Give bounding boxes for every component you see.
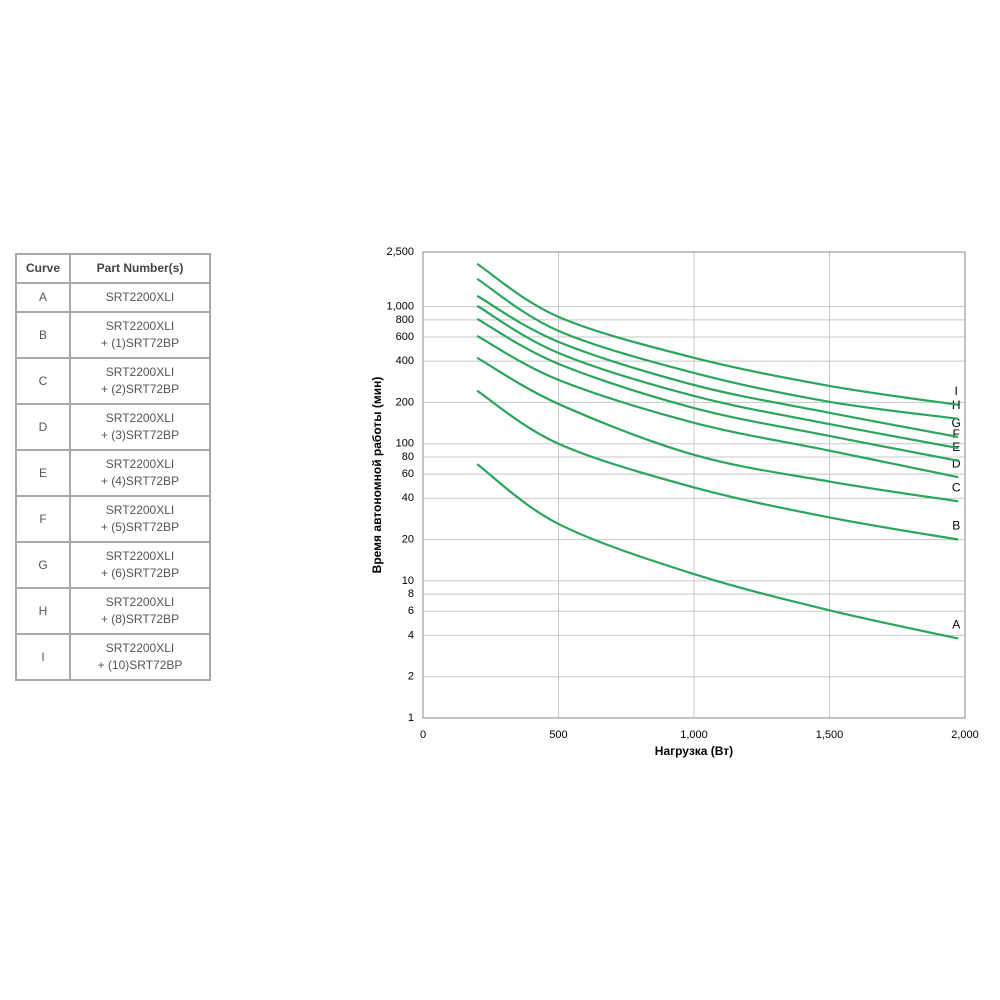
x-tick-label: 0	[420, 729, 426, 741]
y-tick-label: 200	[396, 396, 414, 408]
curve-cell: G	[15, 541, 71, 589]
y-tick-label: 2	[408, 671, 414, 683]
y-tick-label: 1	[408, 712, 414, 724]
table-row: F SRT2200XLI + (5)SRT72BP	[15, 495, 211, 543]
x-tick-label: 500	[549, 729, 567, 741]
part-line: SRT2200XLI	[105, 319, 175, 333]
part-line: SRT2200XLI	[105, 549, 175, 563]
parts-table: Curve Part Number(s) A SRT2200XLI B SRT2200XL…	[15, 253, 211, 681]
curve-label: G	[952, 416, 961, 430]
series-line	[476, 262, 959, 406]
y-tick-label: 400	[396, 355, 414, 367]
part-line: + (3)SRT72BP	[100, 428, 180, 442]
part-line: SRT2200XLI	[105, 365, 175, 379]
part-line: + (8)SRT72BP	[100, 612, 180, 626]
part-line: + (5)SRT72BP	[100, 520, 180, 534]
part-line: + (10)SRT72BP	[97, 658, 183, 672]
curve-cell: I	[15, 633, 71, 681]
table-row: G SRT2200XLI + (6)SRT72BP	[15, 541, 211, 589]
parts-cell: SRT2200XLI + (6)SRT72BP	[69, 541, 211, 589]
y-tick-label: 1,000	[386, 300, 414, 312]
y-tick-label: 600	[396, 331, 414, 343]
table-row: I SRT2200XLI + (10)SRT72BP	[15, 633, 211, 681]
table-row: H SRT2200XLI + (8)SRT72BP	[15, 587, 211, 635]
part-line: + (4)SRT72BP	[100, 474, 180, 488]
part-line: SRT2200XLI	[105, 411, 175, 425]
table-row: C SRT2200XLI + (2)SRT72BP	[15, 357, 211, 405]
parts-cell: SRT2200XLI + (10)SRT72BP	[69, 633, 211, 681]
curve-cell: H	[15, 587, 71, 635]
parts-cell: SRT2200XLI + (1)SRT72BP	[69, 311, 211, 359]
table-row: E SRT2200XLI + (4)SRT72BP	[15, 449, 211, 497]
header-row: Curve Part Number(s)	[15, 253, 211, 284]
x-tick-label: 2,000	[951, 729, 979, 741]
y-tick-label: 8	[408, 588, 414, 600]
plot-frame	[422, 251, 966, 719]
series-line	[476, 356, 959, 503]
curve-label: C	[952, 481, 961, 495]
part-line: + (1)SRT72BP	[100, 336, 180, 350]
part-line: SRT2200XLI	[105, 503, 175, 517]
table-row: B SRT2200XLI + (1)SRT72BP	[15, 311, 211, 359]
y-tick-label: 40	[402, 492, 414, 504]
curve-cell: D	[15, 403, 71, 451]
curve-cell: C	[15, 357, 71, 405]
header-cell: Curve	[15, 253, 71, 284]
y-tick-label: 2,500	[386, 246, 414, 258]
series-line	[476, 317, 959, 462]
curve-label: D	[952, 456, 961, 470]
y-tick-label: 4	[408, 629, 414, 641]
x-axis-title: Нагрузка (Вт)	[655, 744, 733, 758]
y-tick-label: 800	[396, 314, 414, 326]
parts-cell: SRT2200XLI + (2)SRT72BP	[69, 357, 211, 405]
parts-cell: SRT2200XLI + (5)SRT72BP	[69, 495, 211, 543]
curve-cell: E	[15, 449, 71, 497]
curve-label: A	[952, 618, 960, 632]
y-tick-label: 10	[402, 575, 414, 587]
part-line: SRT2200XLI	[105, 595, 175, 609]
curve-label: I	[955, 384, 958, 398]
part-line: SRT2200XLI	[105, 290, 175, 304]
part-line: + (6)SRT72BP	[100, 566, 180, 580]
series-line	[476, 304, 959, 450]
curve-label: B	[952, 519, 960, 533]
header-cell: Part Number(s)	[69, 253, 211, 284]
y-axis-title: Время автономной работы (мин)	[370, 377, 384, 574]
curve-cell: A	[15, 282, 71, 313]
y-tick-label: 20	[402, 533, 414, 545]
series-line	[476, 334, 959, 479]
part-line: SRT2200XLI	[105, 457, 175, 471]
parts-cell: SRT2200XLI + (3)SRT72BP	[69, 403, 211, 451]
curve-label: F	[953, 427, 960, 441]
series-line	[476, 463, 959, 640]
parts-cell: SRT2200XLI	[69, 282, 211, 313]
curve-cell: F	[15, 495, 71, 543]
part-line: + (2)SRT72BP	[100, 382, 180, 396]
y-tick-label: 80	[402, 451, 414, 463]
parts-cell: SRT2200XLI + (4)SRT72BP	[69, 449, 211, 497]
series-line	[476, 294, 959, 439]
curve-cell: B	[15, 311, 71, 359]
series-line	[476, 277, 959, 420]
x-tick-label: 1,500	[816, 729, 844, 741]
parts-cell: SRT2200XLI + (8)SRT72BP	[69, 587, 211, 635]
y-tick-label: 60	[402, 468, 414, 480]
part-line: SRT2200XLI	[105, 641, 175, 655]
y-tick-label: 100	[396, 438, 414, 450]
table-row: D SRT2200XLI + (3)SRT72BP	[15, 403, 211, 451]
table-row: A SRT2200XLI	[15, 282, 211, 313]
y-tick-label: 6	[408, 605, 414, 617]
x-tick-label: 1,000	[680, 729, 708, 741]
series-line	[476, 389, 959, 541]
